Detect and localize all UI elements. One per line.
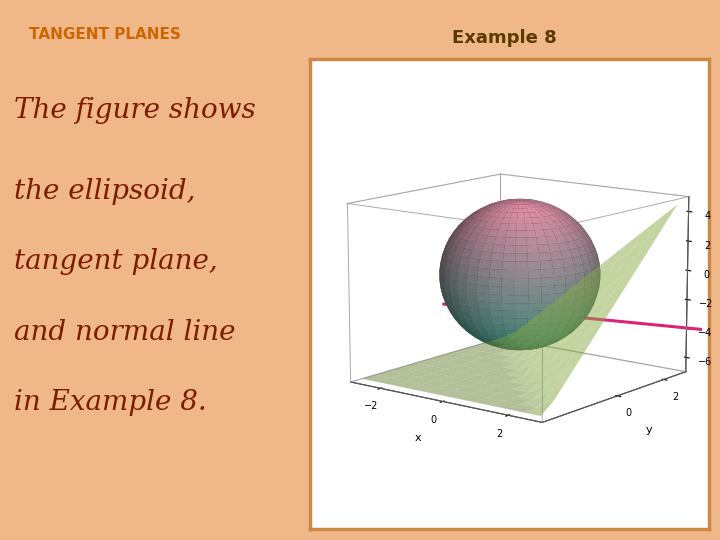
Text: TANGENT PLANES: TANGENT PLANES	[29, 27, 181, 42]
Text: the ellipsoid,: the ellipsoid,	[14, 178, 196, 205]
Text: in Example 8.: in Example 8.	[14, 389, 207, 416]
Text: tangent plane,: tangent plane,	[14, 248, 218, 275]
Text: The figure shows: The figure shows	[14, 97, 256, 124]
Text: Example 8: Example 8	[451, 29, 557, 47]
X-axis label: x: x	[414, 434, 421, 443]
Text: and normal line: and normal line	[14, 319, 236, 346]
Y-axis label: y: y	[646, 426, 652, 435]
